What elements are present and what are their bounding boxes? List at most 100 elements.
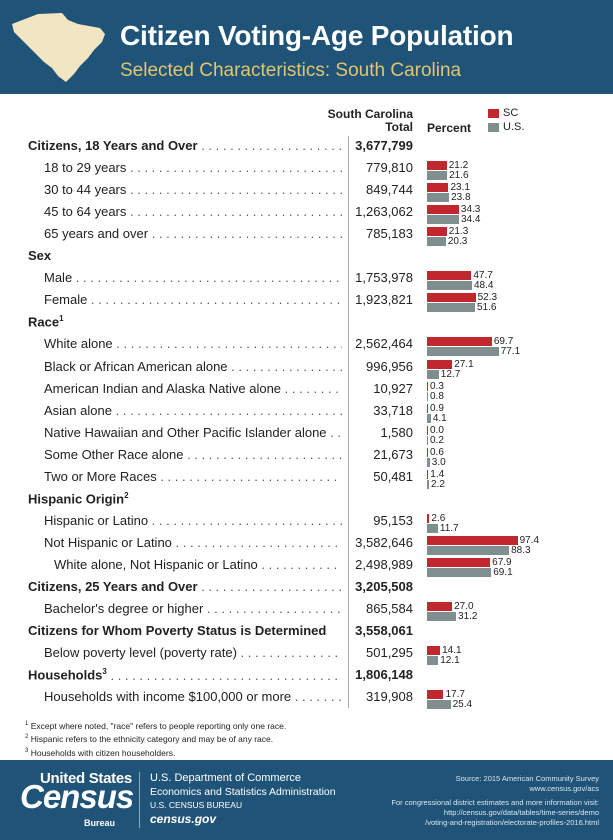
bar-us	[427, 612, 457, 622]
bar-sc	[427, 557, 491, 567]
row-total: 2,562,464	[355, 336, 413, 352]
bar-value-us: 3.0	[431, 456, 446, 468]
bar-value-sc: 1.4	[430, 468, 445, 480]
bar-value-sc: 52.3	[477, 292, 498, 304]
row-total: 779,810	[366, 160, 413, 176]
row-label: 30 to 44 years	[44, 182, 342, 198]
bar-value-sc: 0.6	[430, 446, 444, 458]
source-url[interactable]: www.census.gov/acs	[529, 784, 599, 793]
bar-value-us: 12.1	[440, 655, 460, 667]
bar-value-us: 25.4	[452, 699, 473, 711]
row-total: 1,923,821	[355, 292, 413, 308]
south-carolina-map-icon	[12, 13, 105, 82]
row-label-text: White alone, Not Hispanic or Latino	[54, 556, 258, 572]
bar-us	[427, 215, 459, 225]
row-label: Two or More Races	[44, 469, 342, 485]
row-label-text: White alone	[44, 336, 113, 352]
row-total: 3,558,061	[355, 623, 413, 639]
bar-value-sc: 27.1	[454, 358, 474, 370]
bar-us	[427, 193, 450, 203]
row-total: 3,205,508	[355, 579, 413, 594]
row-total: 1,263,062	[355, 204, 413, 220]
bar-value-sc: 17.7	[445, 689, 465, 701]
bar-sc	[427, 183, 449, 193]
row-total: 1,580	[380, 424, 413, 440]
bar-value-sc: 0.3	[430, 380, 444, 392]
bar-value-sc: 0.9	[430, 402, 444, 414]
row-label: White alone, Not Hispanic or Latino	[54, 557, 342, 573]
more-info-url-1[interactable]: http://census.gov/data/tables/time-serie…	[443, 808, 599, 817]
row-label-text: Hispanic Origin	[28, 491, 125, 507]
row-label: Households3	[28, 667, 342, 683]
bar-value-sc: 23.1	[450, 182, 470, 194]
bar-sc	[427, 690, 444, 700]
header-banner: Citizen Voting-Age Population Selected C…	[0, 0, 613, 94]
row-label-text: Male	[44, 270, 73, 286]
column-header-total: South Carolina Total	[300, 108, 413, 134]
row-label: Below poverty level (poverty rate)	[44, 645, 342, 661]
department-name: U.S. Department of Commerce	[150, 772, 301, 784]
census-logo-sub: Bureau	[84, 818, 116, 828]
row-total: 3,677,799	[355, 138, 413, 153]
row-label-text: Citizens, 18 Years and Over	[28, 138, 198, 153]
bar-value-us: 69.1	[493, 566, 513, 578]
column-header-percent: Percent	[427, 121, 472, 135]
bar-sc	[427, 381, 428, 391]
row-total: 2,498,989	[355, 556, 413, 572]
bar-sc	[427, 293, 476, 303]
bar-us	[427, 413, 431, 423]
bar-sc	[427, 161, 447, 171]
bar-value-us: 34.4	[460, 214, 481, 226]
bar-value-us: 21.6	[449, 170, 469, 182]
row-total: 996,956	[366, 358, 413, 374]
row-label-text: Not Hispanic or Latino	[44, 534, 172, 550]
row-label-text: 45 to 64 years	[44, 204, 127, 220]
bar-sc	[427, 337, 492, 347]
footnote-3: 3 Households with citizen householders.	[25, 747, 176, 758]
row-label-text: Bachelor's degree or higher	[44, 601, 204, 617]
bar-value-sc: 67.9	[492, 556, 512, 568]
bar-value-us: 12.7	[440, 368, 461, 380]
census-website-link[interactable]: census.gov	[150, 812, 217, 826]
row-total: 33,718	[373, 402, 413, 418]
bar-sc	[427, 227, 447, 237]
row-label: 45 to 64 years	[44, 204, 342, 220]
row-label: Native Hawaiian and Other Pacific Island…	[44, 425, 342, 441]
bar-sc	[427, 359, 453, 369]
column-divider	[348, 136, 349, 708]
bar-us	[427, 656, 439, 666]
footnotes: 1 Except where noted, "race" refers to p…	[25, 719, 286, 759]
row-total: 785,183	[366, 226, 413, 242]
row-label: Male	[44, 270, 342, 286]
bar-value-us: 20.3	[447, 236, 468, 248]
row-label: Citizens, 25 Years and Over	[28, 579, 342, 595]
legend-label-sc: SC	[503, 107, 519, 119]
bar-us	[427, 567, 492, 577]
row-label: Households with income $100,000 or more	[44, 689, 342, 705]
bar-value-us: 88.3	[511, 544, 531, 556]
more-info-url-2[interactable]: /voting-and-registration/electorate-prof…	[425, 818, 599, 827]
row-label: Female	[44, 292, 342, 308]
row-total: 865,584	[366, 601, 413, 617]
census-logo-top: United States	[40, 770, 132, 787]
bar-value-sc: 21.2	[448, 160, 469, 172]
row-label-text: Race	[28, 314, 60, 330]
bar-value-us: 2.2	[431, 478, 445, 490]
row-label-text: Native Hawaiian and Other Pacific Island…	[44, 424, 327, 440]
footnote-marker: 3	[102, 667, 107, 677]
row-label-text: Sex	[28, 248, 52, 264]
row-total: 849,744	[366, 182, 413, 198]
row-total: 1,753,978	[355, 270, 413, 286]
bar-value-us: 77.1	[500, 346, 521, 358]
legend-swatch-us	[488, 123, 499, 132]
row-label: 65 years and over	[44, 226, 342, 242]
row-label: Hispanic Origin2	[28, 491, 342, 507]
bar-sc	[427, 447, 428, 457]
page-title: Citizen Voting-Age Population	[120, 20, 514, 51]
administration-name: Economics and Statistics Administration	[150, 786, 336, 798]
bar-value-sc: 47.7	[473, 270, 493, 282]
bar-value-us: 11.7	[439, 522, 459, 534]
row-label: Citizens for Whom Poverty Status is Dete…	[28, 623, 342, 639]
row-label-text: 65 years and over	[44, 226, 149, 242]
